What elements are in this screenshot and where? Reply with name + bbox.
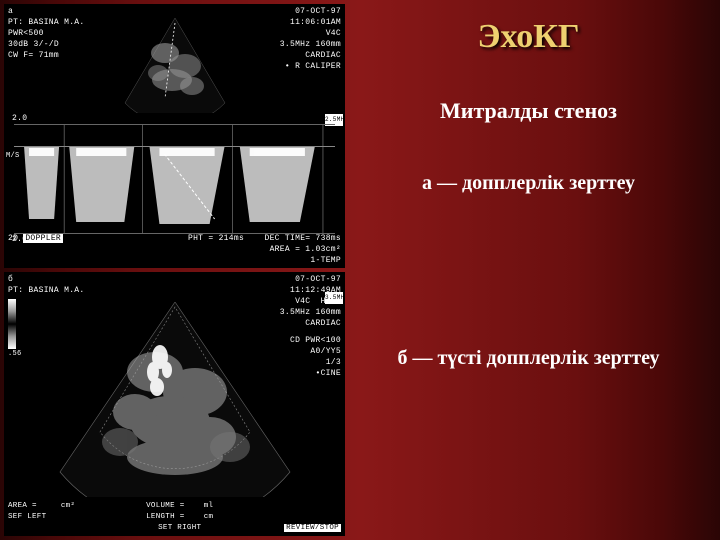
- cm: cm: [204, 513, 214, 521]
- time-a: 11:06:01AM: [280, 17, 341, 28]
- doppler-spectrum: 2.0: [14, 124, 335, 234]
- panel-label-b: б: [8, 274, 85, 285]
- scale-units: M/S: [6, 152, 20, 160]
- sector-image-a: [110, 18, 240, 113]
- pwr-a: PWR<500: [8, 28, 85, 39]
- slide-subtitle: Митралды стеноз: [440, 98, 617, 124]
- vol: VOLUME =: [146, 502, 184, 510]
- len: LENGTH =: [146, 513, 184, 521]
- pht: PHT = 214ms: [188, 234, 244, 243]
- sector-image-b: [45, 302, 305, 497]
- review: REVIEW/STOP: [284, 524, 341, 532]
- patient-a: PT: BASINA M.A.: [8, 17, 85, 28]
- mode2d-a: 2D: [8, 234, 18, 243]
- temp: 1-TEMP: [310, 256, 341, 265]
- area-a: AREA = 1.03cm²: [270, 245, 341, 254]
- scale-top: 2.0: [12, 114, 27, 123]
- caption-a: а — допплерлік зерттеу: [422, 172, 635, 195]
- doppler-mode: DOPPLER: [23, 234, 63, 243]
- ultrasound-panel-b: б PT: BASINA M.A. .56 07-OCT-97 11:12:49…: [4, 272, 345, 536]
- cw-a: CW F= 71mm: [8, 50, 85, 61]
- area-b: AREA =: [8, 502, 37, 510]
- exam-a: CARDIAC: [280, 50, 341, 61]
- scan-a-footer: 2D DOPPLER PHT = 214ms DEC TIME= 738ms A…: [8, 233, 341, 266]
- date-a: 07-OCT-97: [280, 6, 341, 17]
- slide: а PT: BASINA M.A. PWR<500 30dB 3/-/D CW …: [0, 0, 720, 540]
- scan-b-footer: AREA = cm² SEF LEFT VOLUME = ml LENGTH =…: [8, 501, 341, 534]
- setr: SET RIGHT: [158, 524, 201, 532]
- ultrasound-panel-a: а PT: BASINA M.A. PWR<500 30dB 3/-/D CW …: [4, 4, 345, 268]
- caption-b: б — түсті допплерлік зерттеу: [397, 345, 659, 372]
- slide-title: ЭхоКГ: [477, 18, 579, 56]
- freq-a: 3.5MHz 160mm: [280, 39, 341, 50]
- cm2: cm²: [61, 502, 75, 510]
- dec: DEC TIME= 738ms: [264, 234, 341, 243]
- scalebar-b: 3.5MHZ: [325, 292, 343, 304]
- caliper-a: • R CALIPER: [280, 61, 341, 72]
- gain-a: 30dB 3/-/D: [8, 39, 85, 50]
- ml: ml: [204, 502, 214, 510]
- date-b: 07-OCT-97: [280, 274, 341, 285]
- panel-label-a: а: [8, 6, 85, 17]
- probe-a: V4C: [280, 28, 341, 39]
- patient-b: PT: BASINA M.A.: [8, 285, 85, 296]
- text-column: ЭхоКГ Митралды стеноз а — допплерлік зер…: [345, 0, 720, 540]
- ultrasound-column: а PT: BASINA M.A. PWR<500 30dB 3/-/D CW …: [0, 0, 345, 540]
- setl: SEF LEFT: [8, 513, 46, 521]
